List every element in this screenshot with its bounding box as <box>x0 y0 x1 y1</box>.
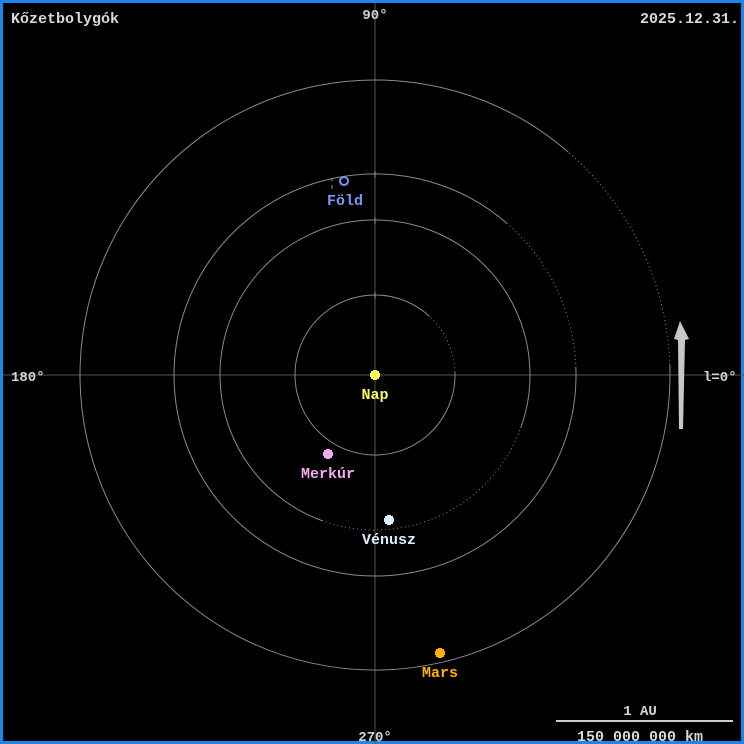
svg-text:2025.12.31.: 2025.12.31. <box>640 11 739 28</box>
svg-text:Vénusz: Vénusz <box>362 532 416 549</box>
svg-text:Merkúr: Merkúr <box>301 466 355 483</box>
svg-text:90°: 90° <box>362 8 387 24</box>
svg-text:180°: 180° <box>11 370 45 386</box>
svg-text:270°: 270° <box>358 730 392 744</box>
svg-text:Mars: Mars <box>422 665 458 682</box>
svg-text:Föld: Föld <box>327 193 363 210</box>
svg-text:150 000 000 km: 150 000 000 km <box>577 729 703 744</box>
svg-text:l=0°: l=0° <box>703 370 737 386</box>
svg-text:Nap: Nap <box>361 387 388 404</box>
svg-text:1 AU: 1 AU <box>623 704 657 720</box>
svg-text:Kőzetbolygók: Kőzetbolygók <box>11 11 119 28</box>
